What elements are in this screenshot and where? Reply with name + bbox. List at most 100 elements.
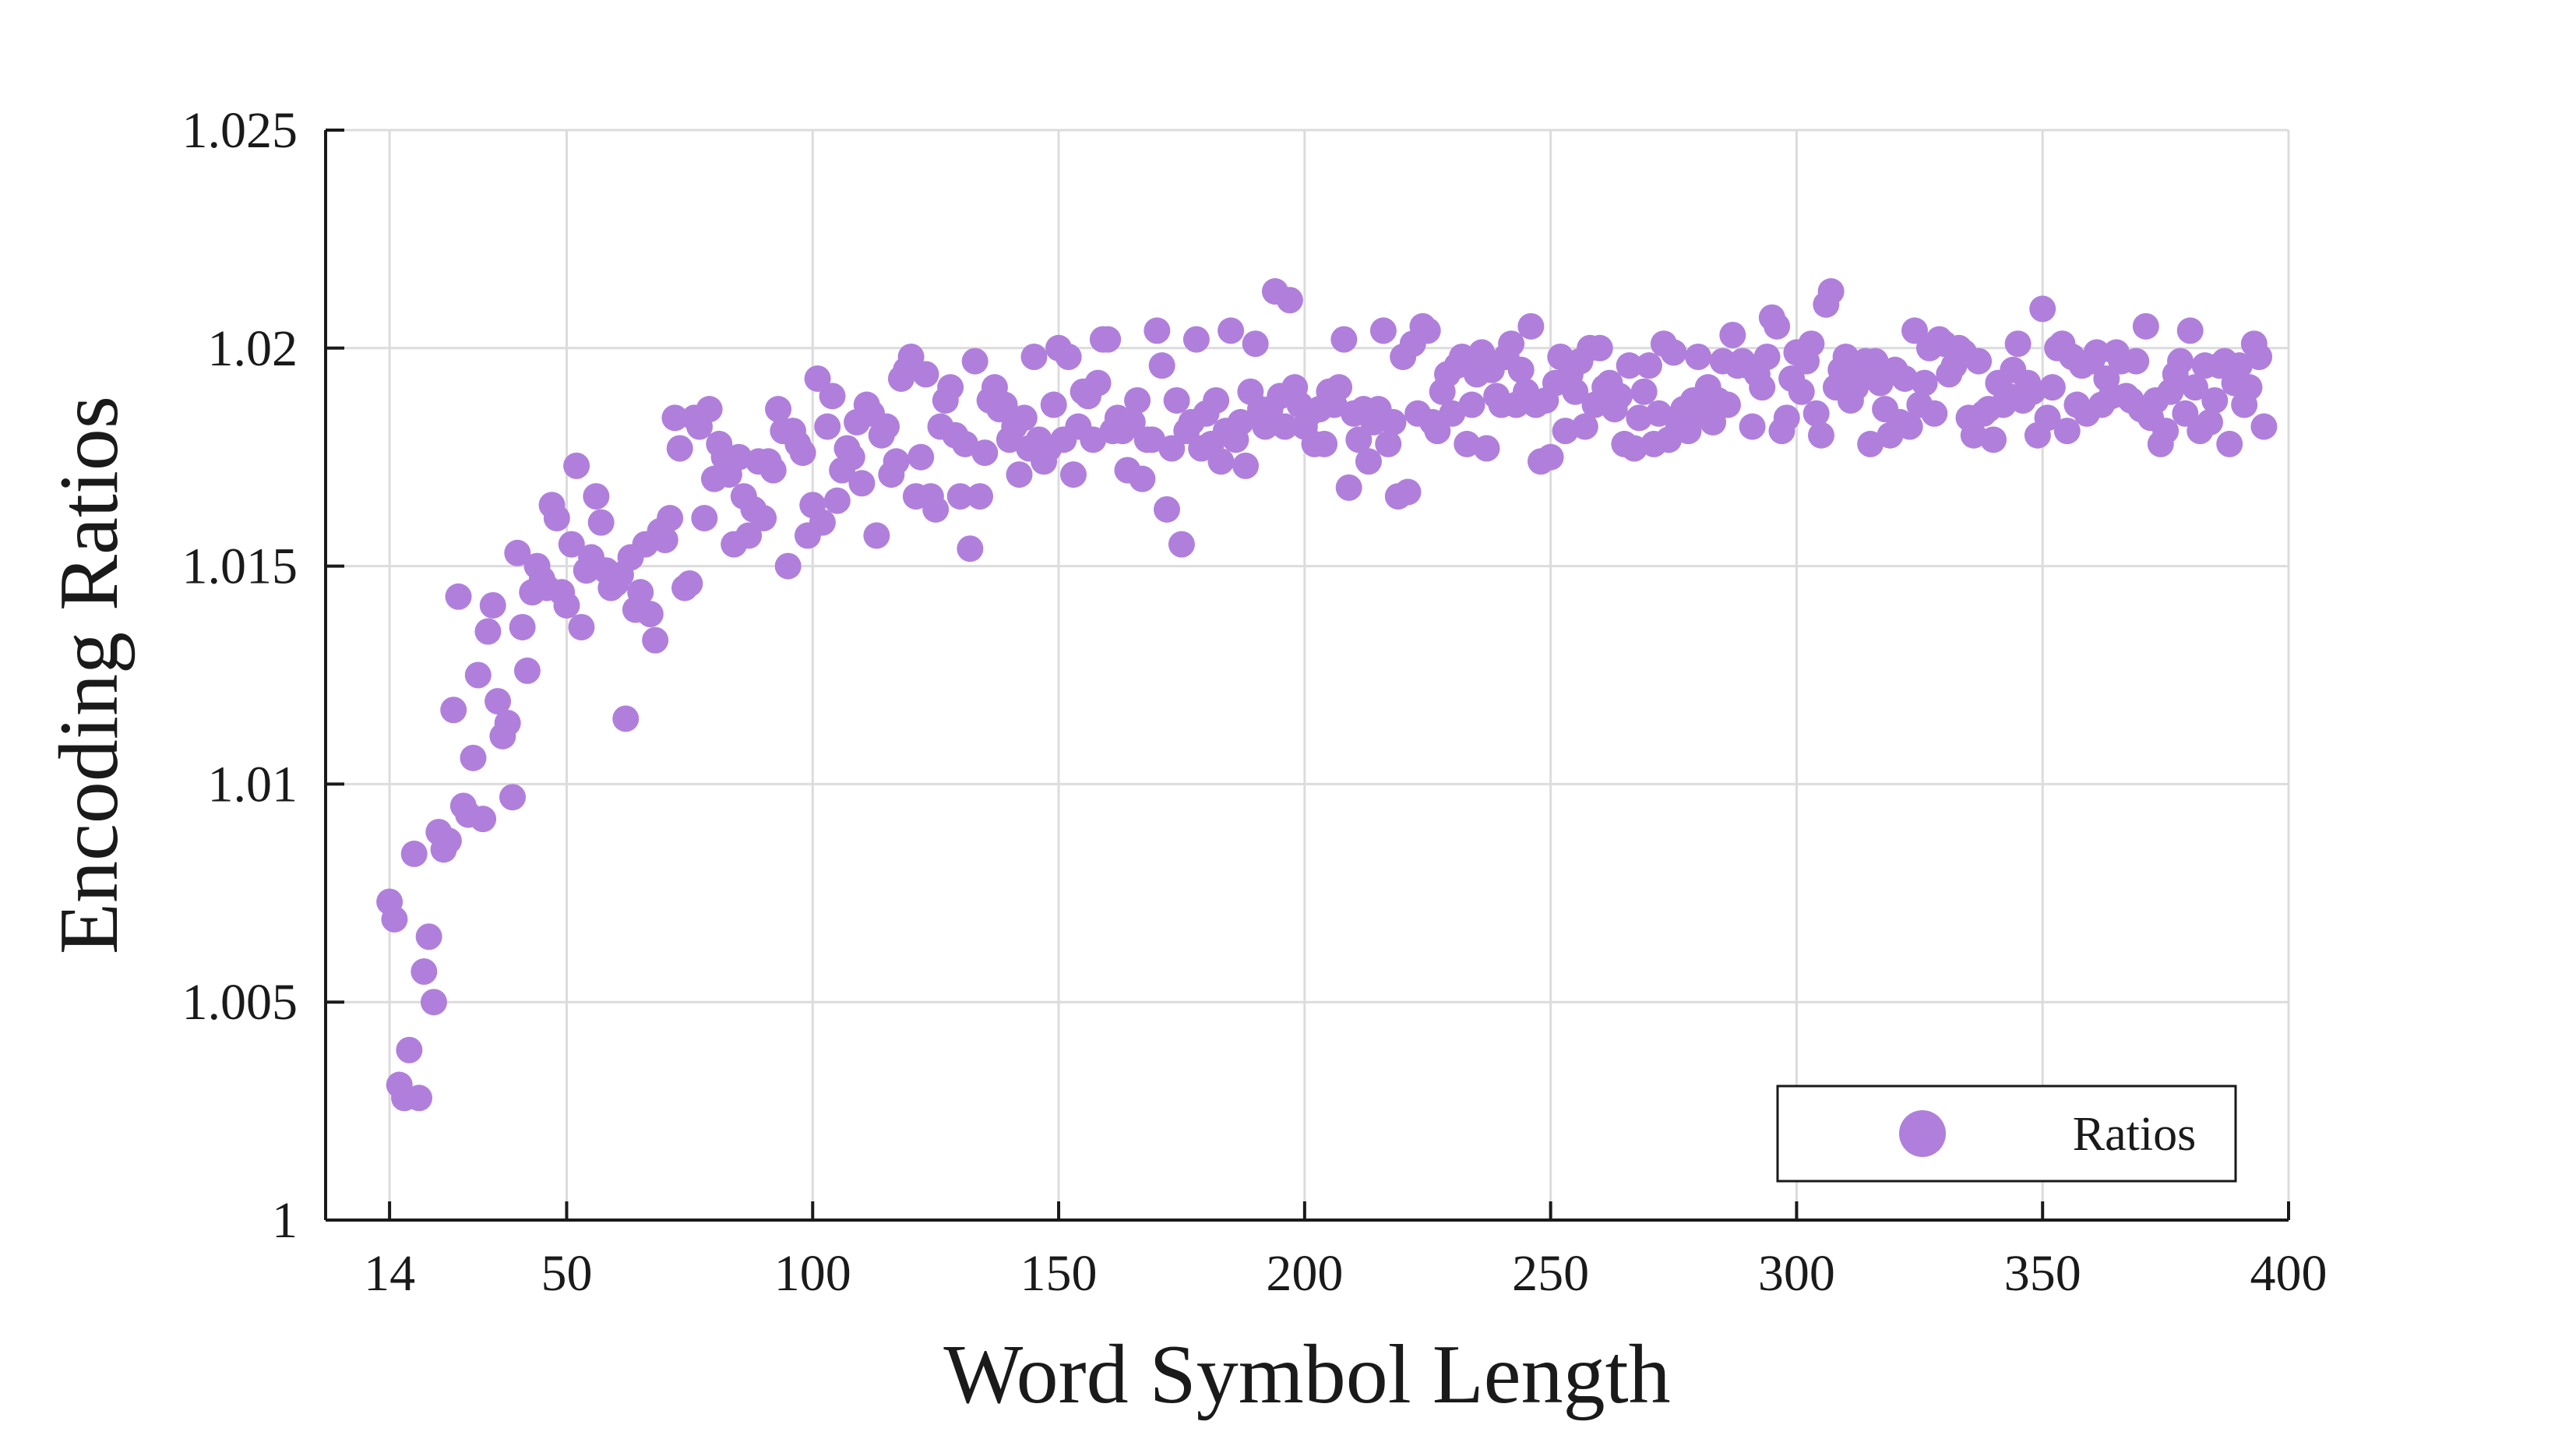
data-point	[725, 443, 752, 471]
data-point	[1326, 374, 1353, 401]
data-point	[765, 396, 792, 423]
data-point	[2053, 418, 2081, 445]
data-point	[661, 404, 689, 432]
data-point	[1616, 352, 1643, 379]
data-point	[2176, 317, 2204, 344]
data-point	[809, 509, 836, 536]
data-point	[863, 522, 890, 549]
data-point	[814, 413, 841, 440]
x-tick-label: 200	[1266, 1245, 1343, 1302]
data-point	[1749, 374, 1776, 401]
data-point	[1094, 326, 1122, 353]
data-point	[1330, 326, 1358, 353]
data-point	[1119, 408, 1146, 436]
data-point	[513, 657, 541, 684]
legend-box	[1776, 1085, 2237, 1183]
legend-label: Ratios	[2073, 1108, 2196, 1161]
data-point	[485, 688, 512, 715]
data-point	[883, 448, 910, 475]
data-point	[750, 505, 777, 532]
data-point	[1020, 343, 1048, 370]
data-point	[470, 806, 497, 833]
data-point	[1218, 317, 1245, 344]
data-point	[1808, 421, 1834, 449]
data-point	[651, 527, 678, 554]
y-tick-label: 1.005	[182, 974, 298, 1031]
data-point	[1335, 474, 1362, 501]
data-point	[1621, 435, 1647, 462]
data-point	[2250, 413, 2278, 440]
x-tick-label: 350	[2004, 1245, 2081, 1302]
data-point	[1901, 317, 1928, 344]
data-point	[1276, 287, 1303, 314]
data-point	[543, 505, 570, 532]
data-point	[583, 483, 610, 510]
data-point	[2216, 430, 2243, 457]
data-point	[2246, 343, 2273, 370]
data-point	[2182, 374, 2208, 401]
legend: Ratios	[1776, 1085, 2237, 1183]
data-points	[376, 278, 2278, 1112]
data-point	[499, 784, 526, 811]
data-point	[1552, 418, 1579, 445]
data-point	[1719, 322, 1746, 349]
data-point	[1345, 426, 1373, 453]
data-point	[406, 1085, 432, 1112]
data-point	[666, 435, 693, 462]
data-point	[2167, 347, 2194, 375]
data-point	[696, 396, 723, 423]
x-tick-label: 300	[1758, 1245, 1835, 1302]
data-point	[873, 413, 900, 440]
data-point	[1714, 391, 1741, 418]
data-point	[937, 374, 964, 401]
data-point	[1739, 413, 1766, 440]
data-point	[612, 705, 640, 732]
data-point	[1626, 404, 1653, 432]
data-point	[381, 905, 408, 933]
data-point	[1154, 496, 1180, 523]
data-point	[2236, 374, 2263, 401]
data-point	[1507, 356, 1535, 383]
data-point	[1414, 317, 1441, 344]
x-tick-label: 100	[774, 1245, 851, 1302]
axes	[324, 130, 2289, 1222]
data-point	[1242, 330, 1269, 358]
data-point	[2004, 330, 2032, 358]
data-point	[568, 613, 595, 640]
data-point	[907, 443, 935, 471]
data-point	[1606, 383, 1633, 410]
data-point	[396, 1036, 423, 1063]
data-point	[636, 601, 664, 628]
data-point	[2172, 400, 2199, 427]
data-point	[691, 505, 718, 532]
data-point	[946, 483, 974, 510]
data-point	[1675, 418, 1702, 445]
data-point	[2132, 312, 2159, 340]
data-point	[967, 483, 993, 510]
data-point	[1788, 378, 1815, 405]
data-point	[1084, 369, 1112, 397]
data-point	[1537, 443, 1564, 471]
x-tick-label: 14	[364, 1245, 415, 1302]
data-point	[1148, 352, 1175, 379]
data-point	[961, 347, 988, 375]
data-point	[991, 391, 1018, 418]
data-point	[479, 591, 506, 619]
data-point	[657, 505, 684, 532]
data-point	[400, 840, 428, 867]
x-axis-title: Word Symbol Length	[943, 1328, 1670, 1421]
data-point	[819, 383, 846, 410]
data-point	[1010, 404, 1038, 432]
data-point	[1802, 400, 1830, 427]
data-point	[2019, 378, 2046, 405]
data-point	[789, 439, 816, 467]
data-point	[735, 522, 763, 549]
data-point	[1006, 461, 1033, 488]
data-point	[1921, 400, 1948, 427]
data-point	[1891, 365, 1919, 392]
data-point	[957, 535, 984, 563]
x-axis-ticks: 14 50 100 150 200 250 300 350 400	[364, 1201, 2328, 1302]
y-tick-label: 1.01	[208, 756, 298, 813]
